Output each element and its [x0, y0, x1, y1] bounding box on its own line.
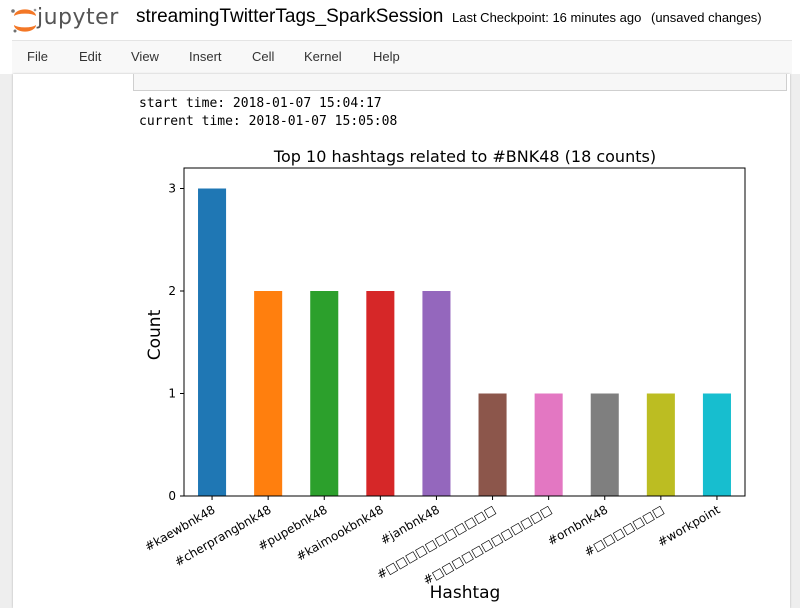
output-current-time: current time: 2018-01-07 15:05:08 [139, 114, 398, 129]
menu-file[interactable]: File [27, 49, 48, 64]
bar-6 [534, 393, 563, 496]
menu-help[interactable]: Help [373, 49, 400, 64]
bar-0 [198, 188, 227, 496]
output-start-time: start time: 2018-01-07 15:04:17 [139, 96, 382, 111]
menu-bar: File Edit View Insert Cell Kernel Help [12, 40, 792, 75]
y-tick-label: 1 [168, 387, 176, 401]
menu-cell[interactable]: Cell [252, 49, 275, 64]
menu-view[interactable]: View [131, 49, 159, 64]
bar-9 [702, 393, 731, 496]
code-cell-input-bottom[interactable] [133, 74, 787, 91]
y-tick-label: 2 [168, 284, 176, 298]
y-axis-label: Count [145, 309, 165, 360]
unsaved-changes-status: (unsaved changes) [651, 10, 762, 25]
plot-area-frame [183, 167, 746, 497]
y-tick-label: 3 [168, 182, 176, 196]
notebook-container [13, 74, 790, 608]
hashtag-bar-chart: Top 10 hashtags related to #BNK48 (18 co… [142, 147, 746, 603]
y-tick-label: 0 [168, 489, 176, 503]
x-tick-label: #cherprangbnk48 [172, 502, 274, 569]
checkpoint-status: Last Checkpoint: 16 minutes ago [452, 10, 642, 25]
x-tick-label: #workpoint [655, 502, 723, 549]
menu-edit[interactable]: Edit [79, 49, 102, 64]
bar-7 [590, 393, 619, 496]
x-axis-label: Hashtag [430, 583, 501, 603]
chart-title: Top 10 hashtags related to #BNK48 (18 co… [273, 147, 656, 166]
menu-kernel[interactable]: Kernel [304, 49, 342, 64]
bar-5 [478, 393, 507, 496]
jupyter-logo-icon[interactable] [8, 6, 128, 34]
notebook-title[interactable]: streamingTwitterTags_SparkSession [136, 6, 444, 27]
bar-2 [310, 291, 339, 496]
bar-3 [366, 291, 395, 496]
bar-1 [254, 291, 283, 496]
bar-4 [422, 291, 451, 496]
notebook-header: jupyter streamingTwitterTags_SparkSessio… [0, 0, 800, 40]
bar-8 [646, 393, 675, 496]
jupyter-logo-text: jupyter [37, 5, 119, 30]
menu-insert[interactable]: Insert [189, 49, 222, 64]
